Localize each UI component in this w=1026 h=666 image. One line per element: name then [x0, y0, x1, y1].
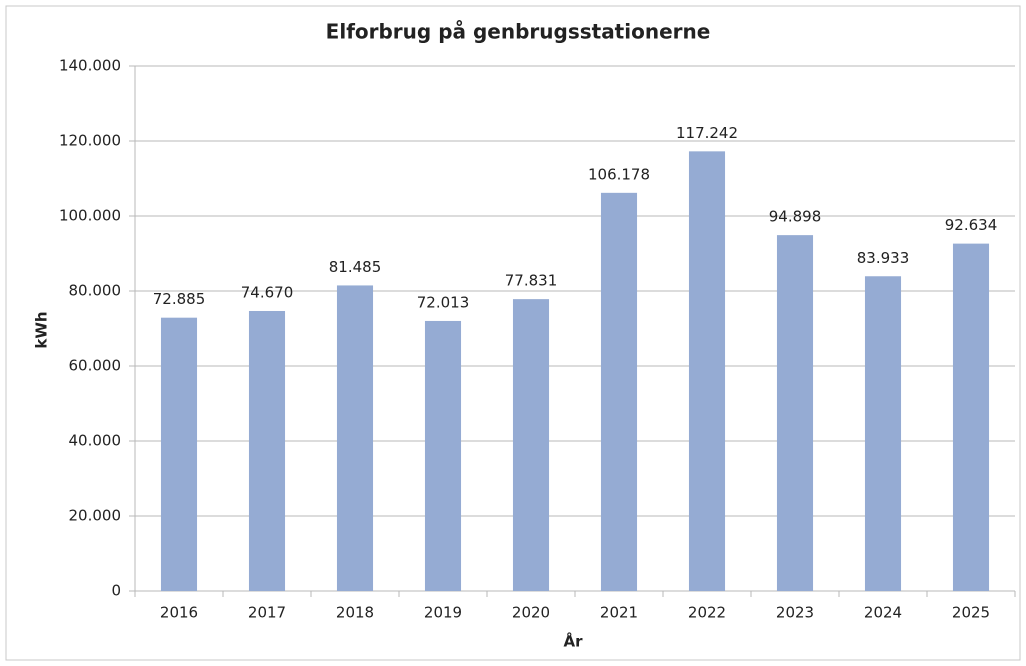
y-tick-label: 0	[111, 582, 121, 600]
data-label: 94.898	[769, 208, 822, 226]
bar	[160, 317, 198, 591]
bar	[336, 285, 374, 591]
y-tick-label: 100.000	[59, 207, 121, 225]
y-tick-label: 20.000	[69, 507, 122, 525]
data-label: 77.831	[505, 272, 558, 290]
x-tick-label: 2018	[336, 604, 374, 622]
x-tick-label: 2025	[952, 604, 990, 622]
x-tick-label: 2023	[776, 604, 814, 622]
x-tick-label: 2024	[864, 604, 902, 622]
bar	[248, 310, 286, 591]
y-tick-label: 40.000	[69, 432, 122, 450]
chart-title: Elforbrug på genbrugsstationerne	[326, 20, 711, 44]
y-tick-label: 120.000	[59, 132, 121, 150]
x-tick-label: 2022	[688, 604, 726, 622]
x-tick-label: 2017	[248, 604, 286, 622]
data-label: 92.634	[945, 216, 998, 234]
bar	[952, 243, 990, 591]
data-label: 72.013	[417, 293, 470, 311]
data-label: 74.670	[241, 283, 294, 301]
bar	[600, 192, 638, 591]
data-label: 81.485	[329, 258, 382, 276]
data-label: 83.933	[857, 249, 910, 267]
y-axis-label: kWh	[33, 311, 51, 348]
bar	[688, 151, 726, 591]
x-axis-label: År	[563, 632, 583, 651]
data-label: 72.885	[153, 290, 206, 308]
x-tick-label: 2019	[424, 604, 462, 622]
x-tick-label: 2016	[160, 604, 198, 622]
y-tick-label: 60.000	[69, 357, 122, 375]
bar	[424, 320, 462, 591]
y-tick-label: 140.000	[59, 57, 121, 75]
x-tick-label: 2021	[600, 604, 638, 622]
data-label: 117.242	[676, 124, 738, 142]
x-tick-label: 2020	[512, 604, 550, 622]
bar	[776, 235, 814, 591]
y-tick-label: 80.000	[69, 282, 122, 300]
data-label: 106.178	[588, 165, 650, 183]
bar	[512, 299, 550, 591]
bar	[864, 276, 902, 591]
